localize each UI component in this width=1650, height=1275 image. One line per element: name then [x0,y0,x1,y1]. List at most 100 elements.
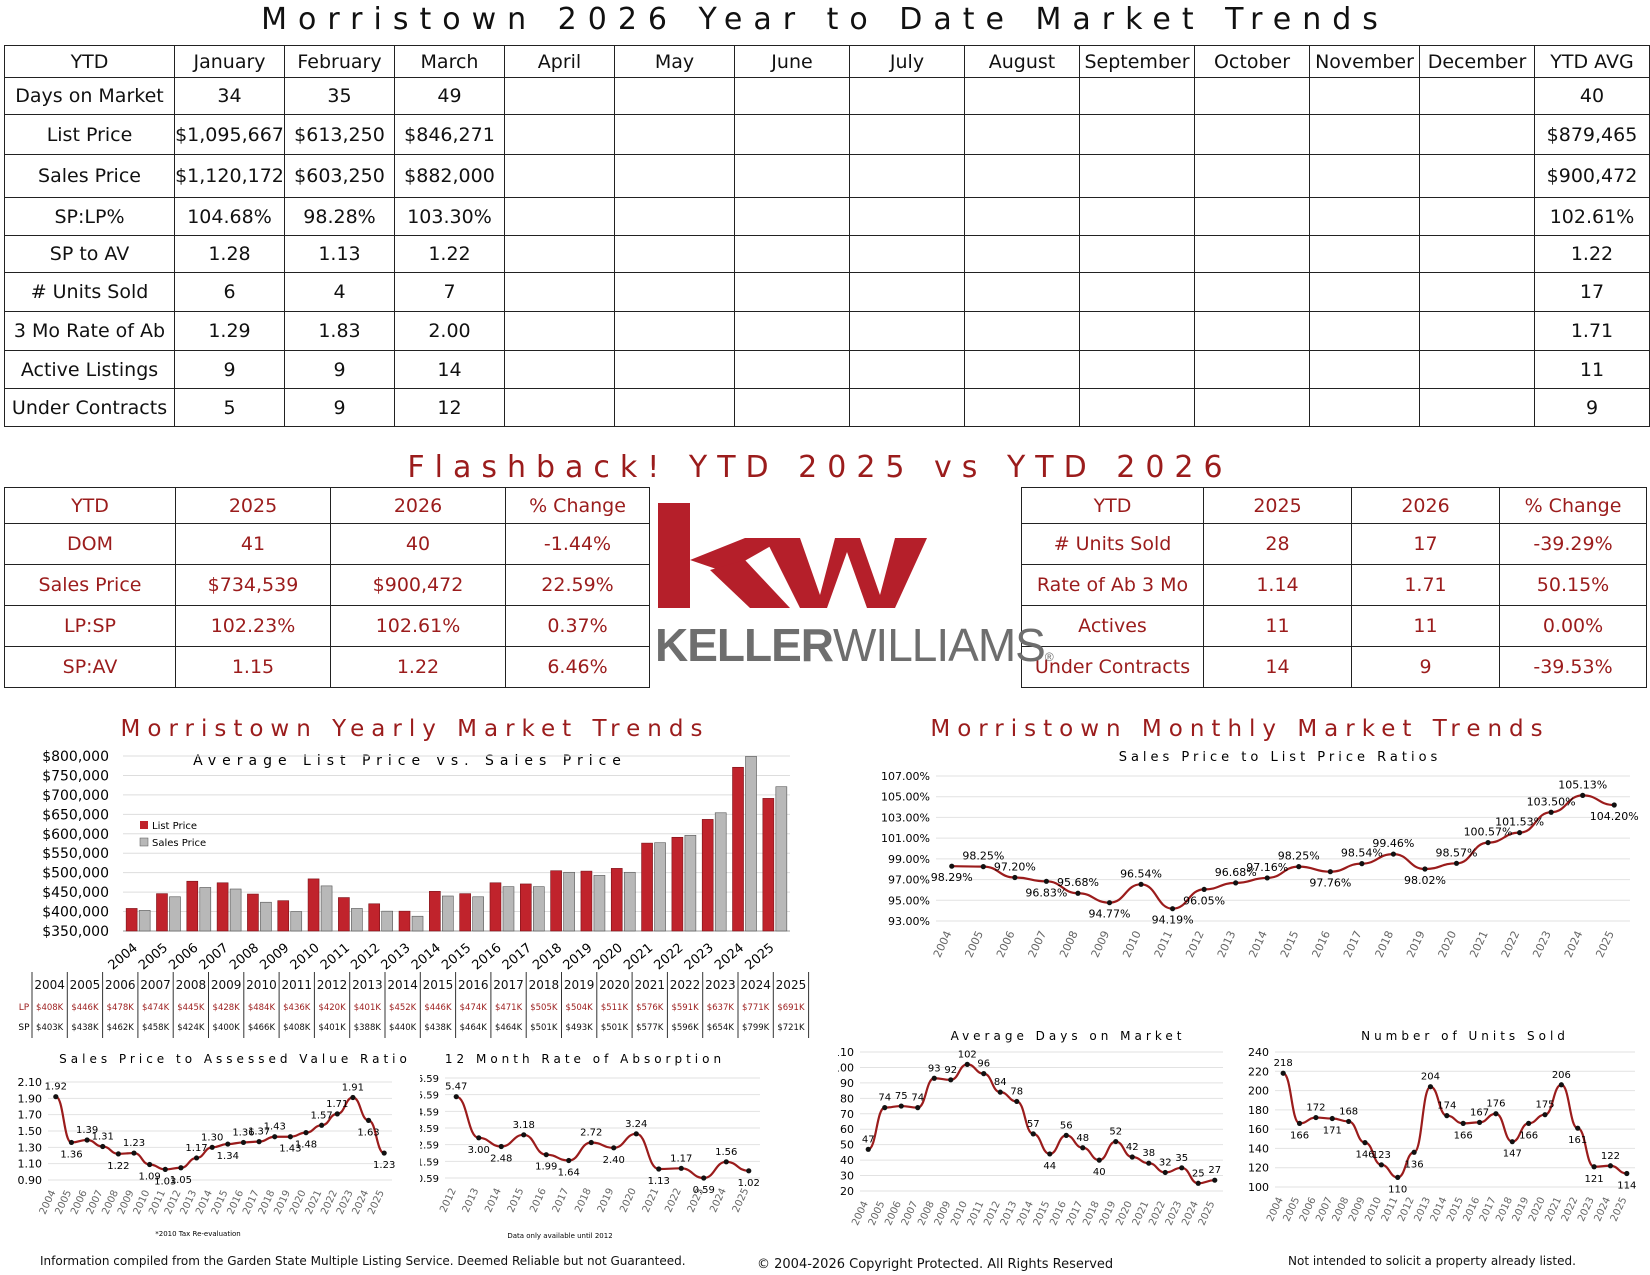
ytd-cell [504,350,615,389]
data-label: 98.54% [1341,847,1383,860]
x-tick-label: 2015 [1278,929,1302,960]
x-tick-label: 2016 [528,1187,549,1215]
x-tick-label: 2005 [962,929,986,960]
ytd-header-cell: May [614,45,735,78]
chart-title: Average Days on Market [951,1030,1186,1043]
data-point [272,1134,278,1140]
ytd-row: Under Contracts 5 9 12 9 [4,388,1650,427]
data-label: 98.57% [1436,846,1478,859]
x-tick-label: 2023 [1530,929,1554,960]
table-year: 2018 [529,978,560,992]
data-point [1195,1180,1201,1186]
data-label: 93 [928,1063,941,1074]
bar-sales-price [260,901,272,932]
x-tick-label: 2019 [561,941,596,974]
ytd-cell [1194,114,1310,155]
data-point [240,1139,247,1146]
x-tick-label: 2009 [1089,929,1113,960]
data-point [588,1139,594,1146]
data-point [1485,839,1491,846]
x-tick-label: 2025 [742,941,777,974]
data-point [53,1094,59,1100]
ytd-cell [734,197,850,236]
ytd-cell [849,154,965,198]
flash-right-cell: 11 [1203,605,1352,647]
table-value: $478K [107,1003,135,1013]
flash-right-cell: 17 [1351,523,1500,565]
flash-left-header-cell: % Change [505,487,650,524]
table-year: 2013 [352,978,383,992]
bar-sales-price [169,896,181,932]
data-label: 1.23 [373,1160,395,1171]
x-tick-label: 2015 [506,1187,527,1215]
table-value: $464K [495,1023,523,1033]
y-tick-label: 0.90 [18,1174,43,1187]
data-label: 96.68% [1215,866,1257,879]
legend-label-sales: Sales Price [152,838,206,849]
ytd-cell [734,272,850,312]
y-tick-label: 6.59 [420,1074,439,1085]
ytd-header-cell: June [734,45,850,78]
ytd-header-cell: January [174,45,285,78]
ytd-cell [614,114,735,155]
table-value: $466K [248,1023,276,1033]
data-label: 1.56 [715,1147,737,1158]
flash-right-row: Rate of Ab 3 Mo 1.14 1.71 50.15% [1021,564,1647,606]
ytd-cell [734,154,850,198]
bar-list-price [216,882,229,932]
data-point [865,1146,871,1152]
data-point [1129,1154,1135,1160]
ytd-cell: $1,120,172 [174,154,285,198]
flash-right-row: # Units Sold 28 17 -39.29% [1021,523,1647,565]
bar-list-price [247,893,259,932]
data-label: 42 [1126,1142,1139,1153]
x-tick-label: 2024 [1562,929,1586,960]
footer-copyright: © 2004-2026 Copyright Protected. All Rig… [757,1257,1114,1272]
y-tick-label: 60 [840,1123,854,1136]
data-label: 1.48 [295,1140,317,1151]
data-point [1096,1157,1102,1163]
data-label: 146 [1355,1150,1374,1161]
ytd-cell [504,388,615,427]
bar-sales-price [623,871,636,932]
flash-right-row-label: # Units Sold [1021,523,1204,565]
table-value: $654K [707,1023,735,1033]
y-tick-label: 1.30 [18,1141,43,1154]
table-value: $424K [177,1023,205,1033]
table-value: $438K [71,1023,99,1033]
ytd-cell [964,114,1080,155]
ytd-cell [734,388,850,427]
ytd-cell: 1.22 [1534,235,1650,273]
ytd-cell: 103.30% [394,197,505,236]
data-label: 1.34 [217,1151,239,1162]
series-line [951,794,1615,910]
data-label: 97.20% [994,861,1036,874]
x-tick-label: 2010 [288,941,323,974]
ytd-cell [614,272,735,312]
data-point [1313,1114,1319,1121]
data-point [287,1134,293,1140]
chart-title: Average List Price vs. Sales Price [193,753,627,769]
y-tick-label: 101.00% [881,832,930,845]
y-tick-label: 1.70 [18,1109,43,1122]
ytd-cell: 9 [284,388,395,427]
y-tick-label: 107.00% [881,770,930,783]
ytd-cell: 6 [174,272,285,312]
flashback-right-table: YTD 2025 2026% Change # Units Sold 28 17 -39.2… [1021,487,1647,688]
ytd-cell: 49 [394,77,505,115]
bar-list-price [732,766,744,932]
ytd-row-label: Days on Market [4,77,175,115]
data-label: 84 [994,1077,1007,1088]
data-point [1575,1125,1581,1131]
bar-sales-price [472,896,484,932]
table-value: $501K [601,1023,629,1033]
bar-list-price [671,836,684,932]
bar-list-price [277,900,290,932]
ytd-cell [1194,197,1310,236]
bar-list-price [580,870,593,932]
data-label: 1.02 [738,1178,760,1189]
x-tick-label: 2020 [618,1187,639,1215]
data-point [209,1144,215,1150]
x-tick-label: 2021 [641,1187,662,1215]
data-label: 104.20% [1590,810,1639,823]
